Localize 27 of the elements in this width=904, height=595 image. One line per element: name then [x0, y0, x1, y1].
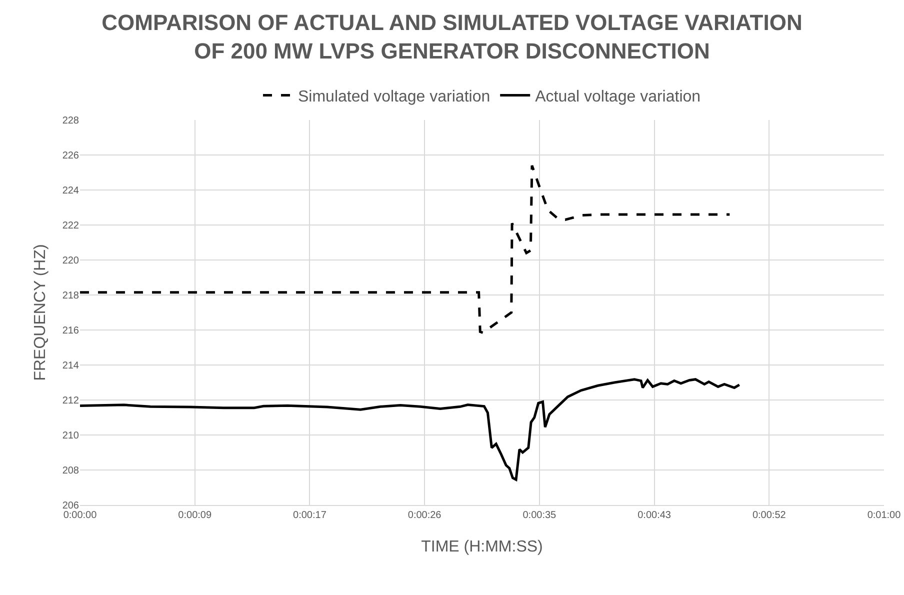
y-tick-label: 206 [62, 500, 80, 512]
legend-label: Actual voltage variation [535, 88, 701, 106]
x-tick-label: 0:00:43 [638, 510, 672, 521]
y-axis-title: FREQUENCY (HZ) [32, 244, 50, 381]
y-tick-label: 208 [62, 466, 80, 476]
legend-label: Simulated voltage variation [298, 88, 490, 106]
x-tick-label: 0:00:26 [408, 510, 442, 521]
x-tick-label: 0:00:35 [522, 510, 557, 521]
x-tick-label: 0:00:52 [752, 510, 786, 521]
x-tick-label: 0:00:00 [63, 510, 98, 521]
y-tick-label: 210 [62, 430, 80, 442]
y-tick-label: 224 [62, 186, 80, 196]
y-tick-label: 212 [62, 396, 80, 406]
line-series [80, 378, 741, 481]
x-tick-label: 0:00:17 [293, 510, 327, 521]
y-tick-label: 228 [62, 116, 80, 126]
line-series [80, 164, 731, 334]
y-tick-label: 218 [62, 290, 80, 302]
x-tick-label: 0:01:00 [867, 510, 902, 521]
y-tick-label: 226 [62, 150, 80, 162]
y-tick-label: 216 [62, 326, 80, 336]
x-axis-title: TIME (H:MM:SS) [421, 538, 543, 556]
y-tick-label: 222 [62, 220, 80, 232]
y-tick-label: 214 [62, 360, 80, 372]
y-tick-label: 220 [62, 256, 80, 266]
chart-title: COMPARISON OF ACTUAL AND SIMULATED VOLTAGE VARIATION OF 200 MW LVPS GENERATOR DISCONNECTION [102, 10, 802, 64]
x-tick-label: 0:00:09 [178, 510, 212, 521]
